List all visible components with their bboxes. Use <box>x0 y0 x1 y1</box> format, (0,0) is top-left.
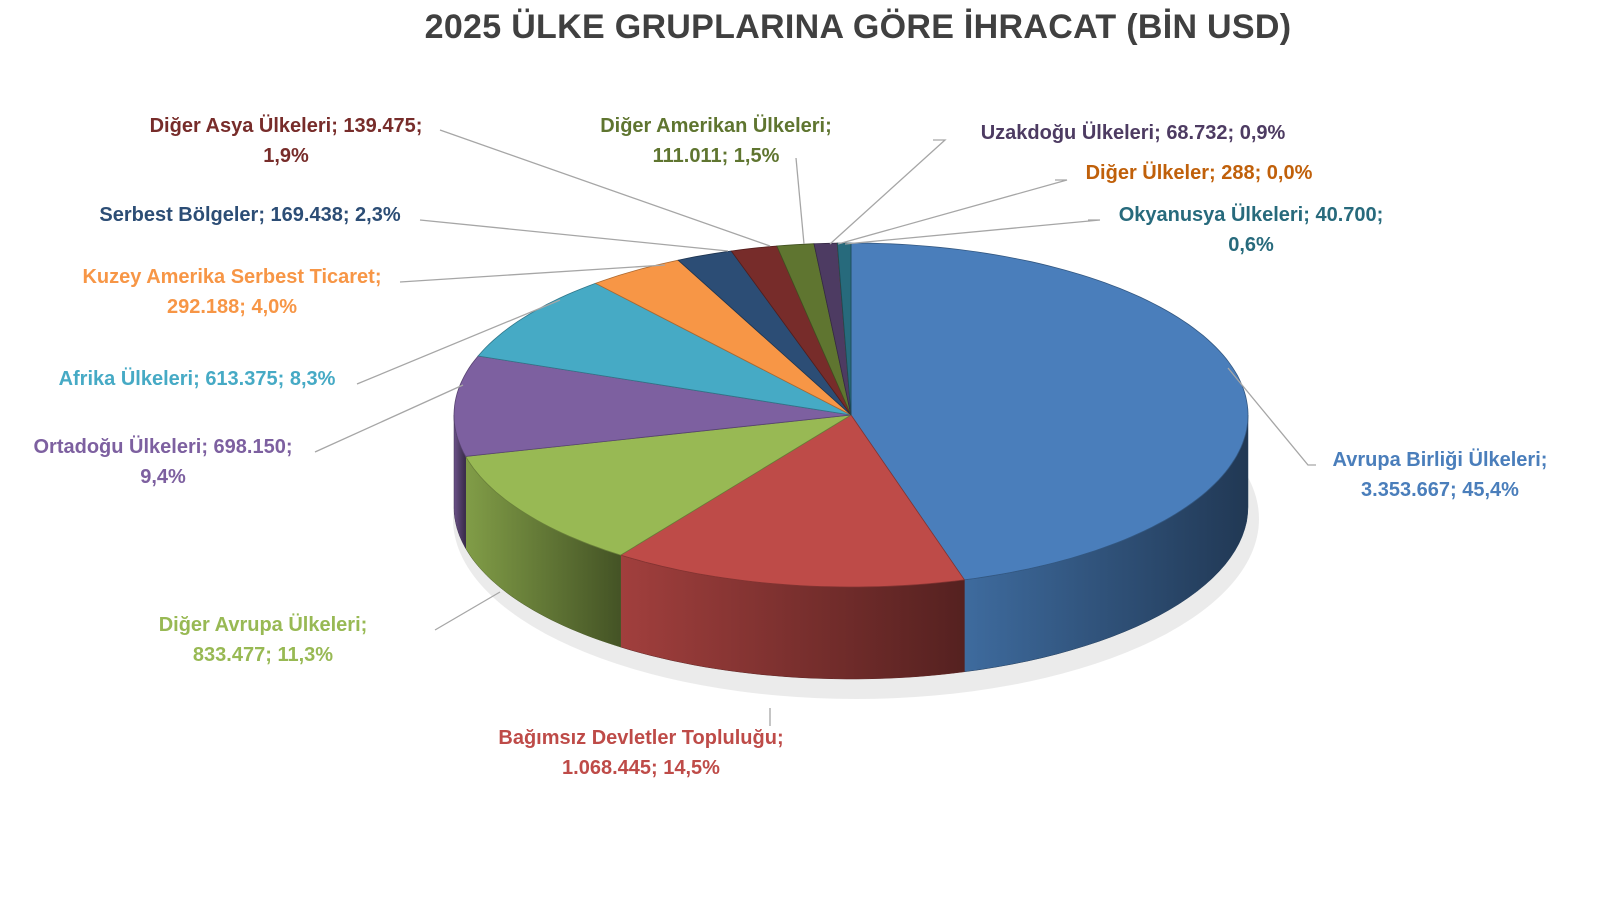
slice-name: Diğer Ülkeler <box>1085 162 1209 184</box>
leader-line <box>829 139 947 245</box>
slice-value: 292.188 <box>166 296 240 318</box>
data-label: Ortadoğu Ülkeleri; 698.150; 9,4% <box>33 436 293 488</box>
slice-percent: 2,3% <box>355 204 401 226</box>
pie-slice[interactable] <box>619 414 966 588</box>
leader-line <box>837 179 1068 245</box>
data-label: Okyanusya Ülkeleri; 40.700; 0,6% <box>1118 204 1384 256</box>
pie-slice[interactable] <box>453 355 852 457</box>
data-label: Diğer Amerikan Ülkeleri; 111.011; 1,5% <box>600 115 832 167</box>
data-label: Kuzey Amerika Serbest Ticaret; 292.188; … <box>82 266 382 318</box>
pie-slice[interactable] <box>730 245 852 416</box>
slice-percent: 45,4% <box>1462 479 1519 501</box>
slice-name: Bağımsız Devletler Topluluğu <box>498 727 777 749</box>
leader-line <box>844 219 1101 245</box>
slice-value: 613.375 <box>205 368 278 390</box>
slice-name: Diğer Asya Ülkeleri <box>149 115 332 137</box>
slice-percent: 8,3% <box>289 368 336 390</box>
slice-percent: 1,5% <box>733 145 780 167</box>
slice-percent: 4,0% <box>251 296 298 318</box>
data-label: Afrika Ülkeleri; 613.375; 8,3% <box>58 368 336 390</box>
slice-percent: 0,6% <box>1228 234 1274 256</box>
slice-value: 1.068.445 <box>562 757 652 779</box>
slice-name: Ortadoğu Ülkeleri <box>33 436 202 458</box>
pie-slice[interactable] <box>594 259 852 416</box>
leader-line <box>795 157 805 245</box>
data-label: Diğer Ülkeler; 288; 0,0% <box>1085 162 1313 184</box>
leader-line <box>314 384 464 453</box>
data-label: Serbest Bölgeler; 169.438; 2,3% <box>99 204 401 226</box>
slice-percent: 9,4% <box>140 466 186 488</box>
slice-name: Kuzey Amerika Serbest Ticaret <box>82 266 375 288</box>
slice-name: Avrupa Birliği Ülkeleri <box>1332 449 1541 471</box>
slice-name: Diğer Avrupa Ülkeleri <box>158 614 361 636</box>
data-label: Diğer Asya Ülkeleri; 139.475; 1,9% <box>149 115 423 167</box>
pie-slice[interactable] <box>477 282 852 416</box>
slice-percent: 0,0% <box>1266 162 1313 184</box>
pie-slice[interactable] <box>850 242 1249 581</box>
slice-value: 169.438 <box>270 204 343 226</box>
slice-name: Afrika Ülkeleri <box>58 368 194 390</box>
slice-percent: 14,5% <box>663 757 720 779</box>
data-label: Avrupa Birliği Ülkeleri; 3.353.667; 45,4… <box>1332 449 1548 501</box>
slice-value: 68.732 <box>1166 122 1228 144</box>
leader-line <box>439 129 771 247</box>
leader-line <box>434 591 501 631</box>
slice-value: 3.353.667 <box>1361 479 1451 501</box>
leader-line <box>399 264 666 283</box>
leader-line <box>1227 367 1316 466</box>
pie-slice[interactable] <box>465 414 852 556</box>
data-label: Uzakdoğu Ülkeleri; 68.732; 0,9% <box>980 122 1286 144</box>
slice-percent: 11,3% <box>277 644 334 666</box>
chart-title: 2025 ÜLKE GRUPLARINA GÖRE İHRACAT (BİN U… <box>424 8 1292 46</box>
slice-name: Uzakdoğu Ülkeleri <box>980 122 1155 144</box>
slice-percent: 1,9% <box>263 145 309 167</box>
slice-name: Diğer Amerikan Ülkeleri <box>600 115 826 137</box>
slice-percent: 0,9% <box>1239 122 1286 144</box>
slice-value: 111.011 <box>652 145 722 167</box>
slice-value: 288 <box>1221 162 1255 184</box>
slice-value: 833.477 <box>192 644 266 666</box>
leader-line <box>419 219 729 252</box>
slice-name: Okyanusya Ülkeleri <box>1118 204 1304 226</box>
slice-value: 40.700 <box>1315 204 1377 226</box>
slice-value: 139.475 <box>343 115 416 137</box>
slice-value: 698.150 <box>213 436 286 458</box>
data-label: Bağımsız Devletler Topluluğu; 1.068.445;… <box>498 727 784 779</box>
data-label: Diğer Avrupa Ülkeleri; 833.477; 11,3% <box>158 614 368 666</box>
pie-slice[interactable] <box>677 250 852 416</box>
slice-name: Serbest Bölgeler <box>99 204 259 226</box>
pie-slice[interactable] <box>836 242 852 416</box>
leader-line <box>356 299 561 385</box>
